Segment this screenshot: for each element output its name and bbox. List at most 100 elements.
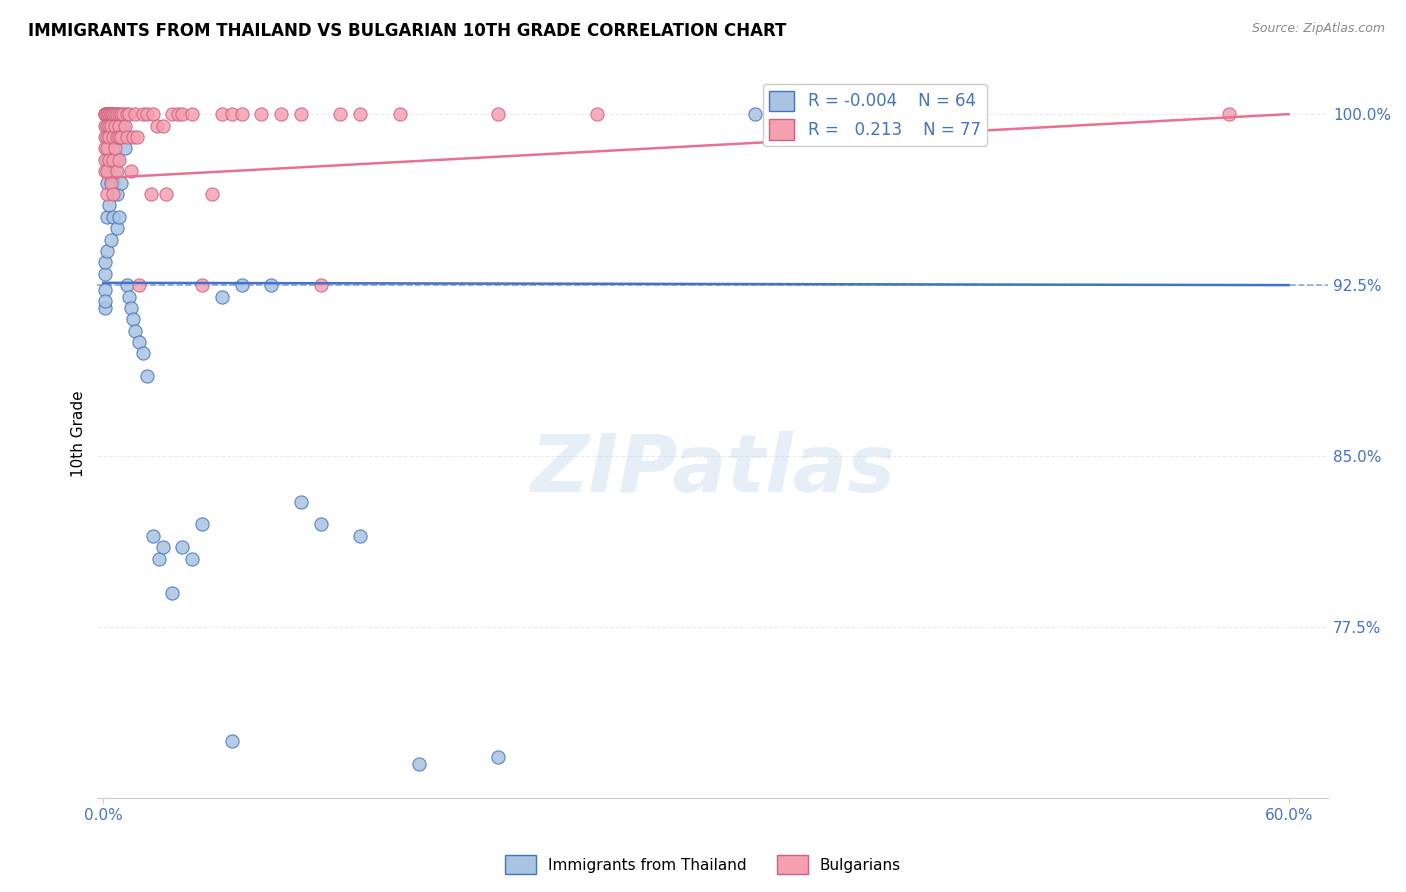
Point [128, 335, 150, 350]
Point [115, 129, 138, 144]
Point [94, 267, 117, 281]
Point [135, 107, 157, 121]
Point [112, 107, 135, 121]
Point [388, 107, 411, 121]
Point [408, 756, 430, 771]
Y-axis label: 10th Grade: 10th Grade [72, 390, 86, 476]
Point [96, 119, 118, 133]
Point [98, 129, 121, 144]
Point [96, 176, 118, 190]
Point [122, 129, 145, 144]
Point [100, 107, 122, 121]
Point [155, 186, 177, 201]
Point [101, 107, 124, 121]
Point [96, 107, 118, 121]
Point [94, 283, 117, 297]
Point [231, 278, 253, 293]
Point [132, 107, 155, 121]
Point [309, 517, 332, 532]
Point [142, 529, 165, 543]
Point [96, 210, 118, 224]
Point [110, 129, 132, 144]
Point [98, 141, 121, 155]
Text: Source: ZipAtlas.com: Source: ZipAtlas.com [1251, 22, 1385, 36]
Point [104, 164, 127, 178]
Point [110, 129, 132, 144]
Point [100, 119, 122, 133]
Point [104, 141, 127, 155]
Point [94, 119, 117, 133]
Point [120, 164, 142, 178]
Point [486, 750, 509, 764]
Point [94, 301, 117, 315]
Point [108, 210, 131, 224]
Point [94, 107, 117, 121]
Point [181, 551, 204, 566]
Point [96, 153, 118, 167]
Point [744, 107, 766, 121]
Point [231, 107, 253, 121]
Point [221, 107, 243, 121]
Point [101, 176, 124, 190]
Point [98, 153, 121, 167]
Point [260, 278, 283, 293]
Point [167, 107, 190, 121]
Point [101, 186, 124, 201]
Point [110, 107, 132, 121]
Point [139, 186, 162, 201]
Point [94, 164, 117, 178]
Point [105, 107, 128, 121]
Point [250, 107, 273, 121]
Point [101, 129, 124, 144]
Point [100, 112, 122, 126]
Point [104, 119, 127, 133]
Point [114, 119, 136, 133]
Point [101, 107, 124, 121]
Point [181, 107, 204, 121]
Point [104, 107, 127, 121]
Point [1218, 107, 1240, 121]
Point [148, 551, 170, 566]
Point [486, 107, 509, 121]
Point [100, 176, 122, 190]
Point [98, 198, 121, 212]
Point [118, 289, 141, 303]
Point [100, 233, 122, 247]
Point [290, 494, 312, 508]
Point [125, 129, 148, 144]
Point [110, 176, 132, 190]
Point [100, 107, 122, 121]
Point [162, 107, 184, 121]
Point [309, 278, 332, 293]
Point [100, 141, 122, 155]
Point [142, 107, 165, 121]
Point [94, 294, 117, 309]
Point [162, 586, 184, 600]
Point [98, 107, 121, 121]
Point [96, 107, 118, 121]
Point [114, 141, 136, 155]
Point [118, 107, 141, 121]
Point [132, 346, 155, 360]
Point [122, 312, 145, 326]
Point [124, 107, 146, 121]
Point [221, 734, 243, 748]
Point [128, 278, 150, 293]
Legend: Immigrants from Thailand, Bulgarians: Immigrants from Thailand, Bulgarians [499, 849, 907, 880]
Point [98, 119, 121, 133]
Point [191, 278, 214, 293]
Point [105, 129, 128, 144]
Point [105, 221, 128, 235]
Point [108, 119, 131, 133]
Point [329, 107, 352, 121]
Point [105, 153, 128, 167]
Point [104, 107, 127, 121]
Point [96, 107, 118, 121]
Point [108, 129, 131, 144]
Point [201, 186, 224, 201]
Point [98, 107, 121, 121]
Point [124, 324, 146, 338]
Point [101, 119, 124, 133]
Point [172, 541, 194, 555]
Point [115, 107, 138, 121]
